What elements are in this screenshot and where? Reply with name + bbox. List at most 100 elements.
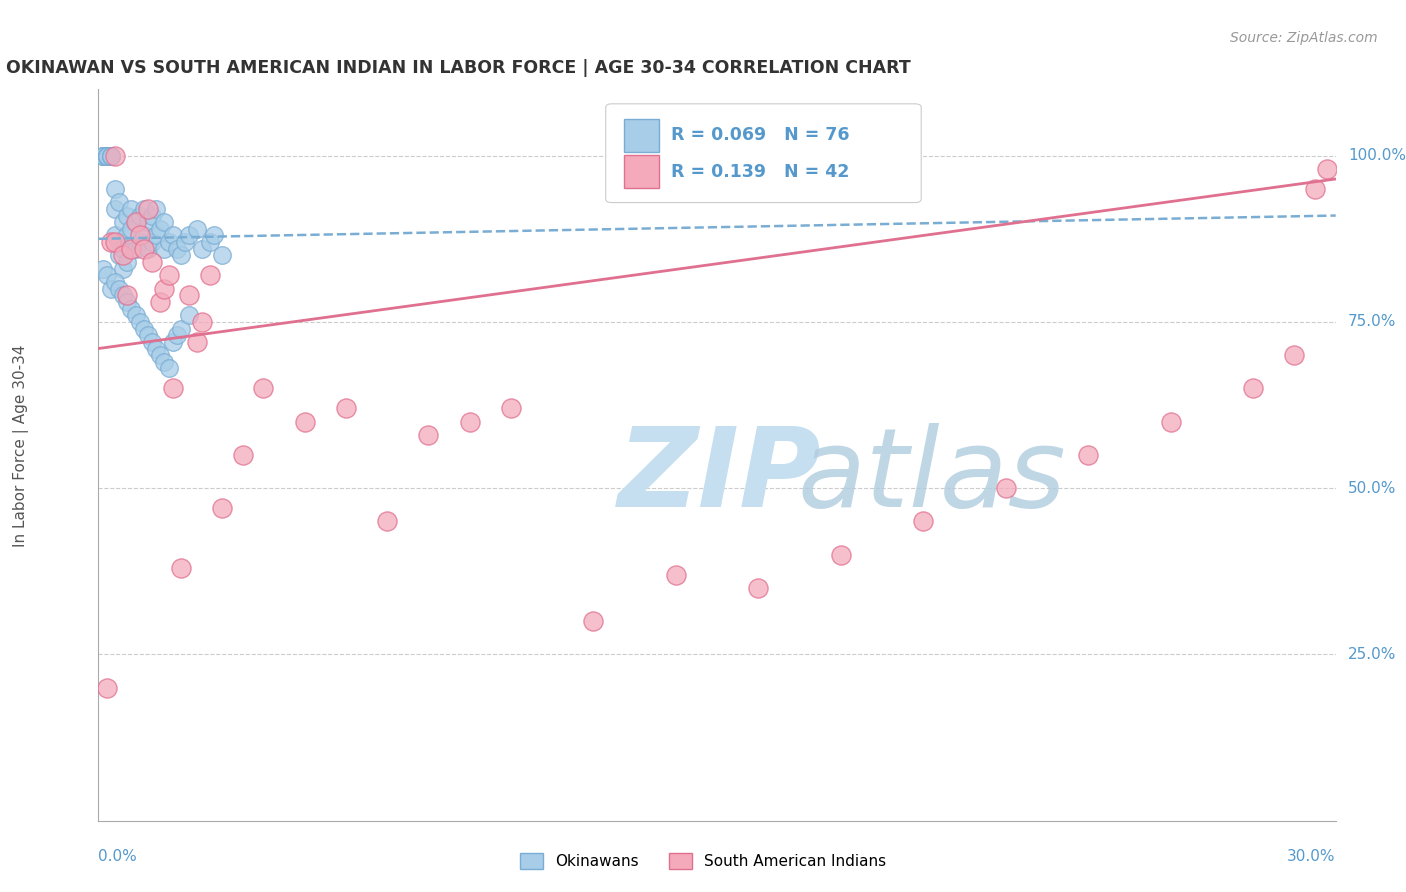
Point	[149, 222, 172, 236]
Point	[149, 295, 172, 310]
Point	[117, 255, 139, 269]
Point	[120, 222, 142, 236]
Point	[458, 415, 481, 429]
Point	[117, 288, 139, 302]
Point	[136, 328, 159, 343]
Point	[112, 288, 135, 302]
Point	[112, 215, 135, 229]
Point	[335, 401, 357, 416]
Point	[1284, 348, 1306, 362]
Point	[141, 334, 163, 349]
Text: R = 0.069   N = 76: R = 0.069 N = 76	[671, 127, 849, 145]
Point	[120, 242, 142, 256]
Text: 0.0%: 0.0%	[98, 849, 138, 863]
Point	[375, 515, 398, 529]
Point	[830, 548, 852, 562]
Point	[153, 215, 176, 229]
Point	[136, 202, 159, 216]
Point	[153, 242, 176, 256]
Point	[100, 149, 122, 163]
Point	[162, 228, 184, 243]
Point	[124, 242, 146, 256]
Point	[100, 235, 122, 249]
Point	[186, 334, 208, 349]
Point	[145, 228, 167, 243]
Point	[186, 222, 208, 236]
Point	[117, 295, 139, 310]
Point	[170, 561, 193, 575]
Text: atlas: atlas	[797, 424, 1066, 531]
Bar	[624, 155, 659, 188]
Point	[665, 567, 688, 582]
Point	[91, 149, 114, 163]
Point	[104, 235, 127, 249]
Point	[157, 235, 180, 249]
Point	[112, 248, 135, 262]
Point	[166, 328, 188, 343]
Point	[128, 315, 150, 329]
Point	[104, 182, 127, 196]
Point	[104, 202, 127, 216]
Point	[96, 149, 118, 163]
Point	[96, 149, 118, 163]
Point	[912, 515, 935, 529]
Point	[96, 149, 118, 163]
Point	[96, 149, 118, 163]
Point	[91, 149, 114, 163]
Point	[132, 202, 155, 216]
Point	[91, 149, 114, 163]
Point	[96, 681, 118, 695]
Point	[128, 209, 150, 223]
Point	[120, 202, 142, 216]
Point	[145, 342, 167, 356]
Point	[157, 361, 180, 376]
Text: OKINAWAN VS SOUTH AMERICAN INDIAN IN LABOR FORCE | AGE 30-34 CORRELATION CHART: OKINAWAN VS SOUTH AMERICAN INDIAN IN LAB…	[6, 59, 910, 77]
Point	[96, 268, 118, 283]
Point	[104, 149, 127, 163]
Point	[170, 248, 193, 262]
Text: ZIP: ZIP	[619, 424, 821, 531]
Point	[100, 149, 122, 163]
FancyBboxPatch shape	[606, 103, 921, 202]
Text: 30.0%: 30.0%	[1288, 849, 1336, 863]
Point	[179, 228, 201, 243]
Point	[149, 348, 172, 362]
Point	[747, 581, 769, 595]
Point	[190, 242, 212, 256]
Point	[124, 215, 146, 229]
Text: Source: ZipAtlas.com: Source: ZipAtlas.com	[1230, 31, 1378, 45]
Point	[1241, 381, 1264, 395]
Bar	[624, 119, 659, 152]
Point	[166, 242, 188, 256]
Point	[104, 228, 127, 243]
Point	[117, 209, 139, 223]
Point	[994, 481, 1017, 495]
Point	[157, 268, 180, 283]
Point	[1077, 448, 1099, 462]
Point	[1303, 182, 1326, 196]
Point	[162, 334, 184, 349]
Point	[174, 235, 197, 249]
Point	[124, 308, 146, 322]
Point	[100, 282, 122, 296]
Point	[582, 614, 605, 628]
Point	[141, 209, 163, 223]
Point	[132, 228, 155, 243]
Point	[190, 315, 212, 329]
Point	[1160, 415, 1182, 429]
Point	[153, 355, 176, 369]
Point	[91, 149, 114, 163]
Point	[112, 261, 135, 276]
Point	[112, 242, 135, 256]
Point	[211, 248, 233, 262]
Point	[128, 228, 150, 243]
Point	[499, 401, 522, 416]
Point	[108, 195, 131, 210]
Point	[128, 235, 150, 249]
Point	[141, 235, 163, 249]
Point	[418, 428, 440, 442]
Point	[162, 381, 184, 395]
Point	[252, 381, 274, 395]
Point	[96, 149, 118, 163]
Point	[136, 215, 159, 229]
